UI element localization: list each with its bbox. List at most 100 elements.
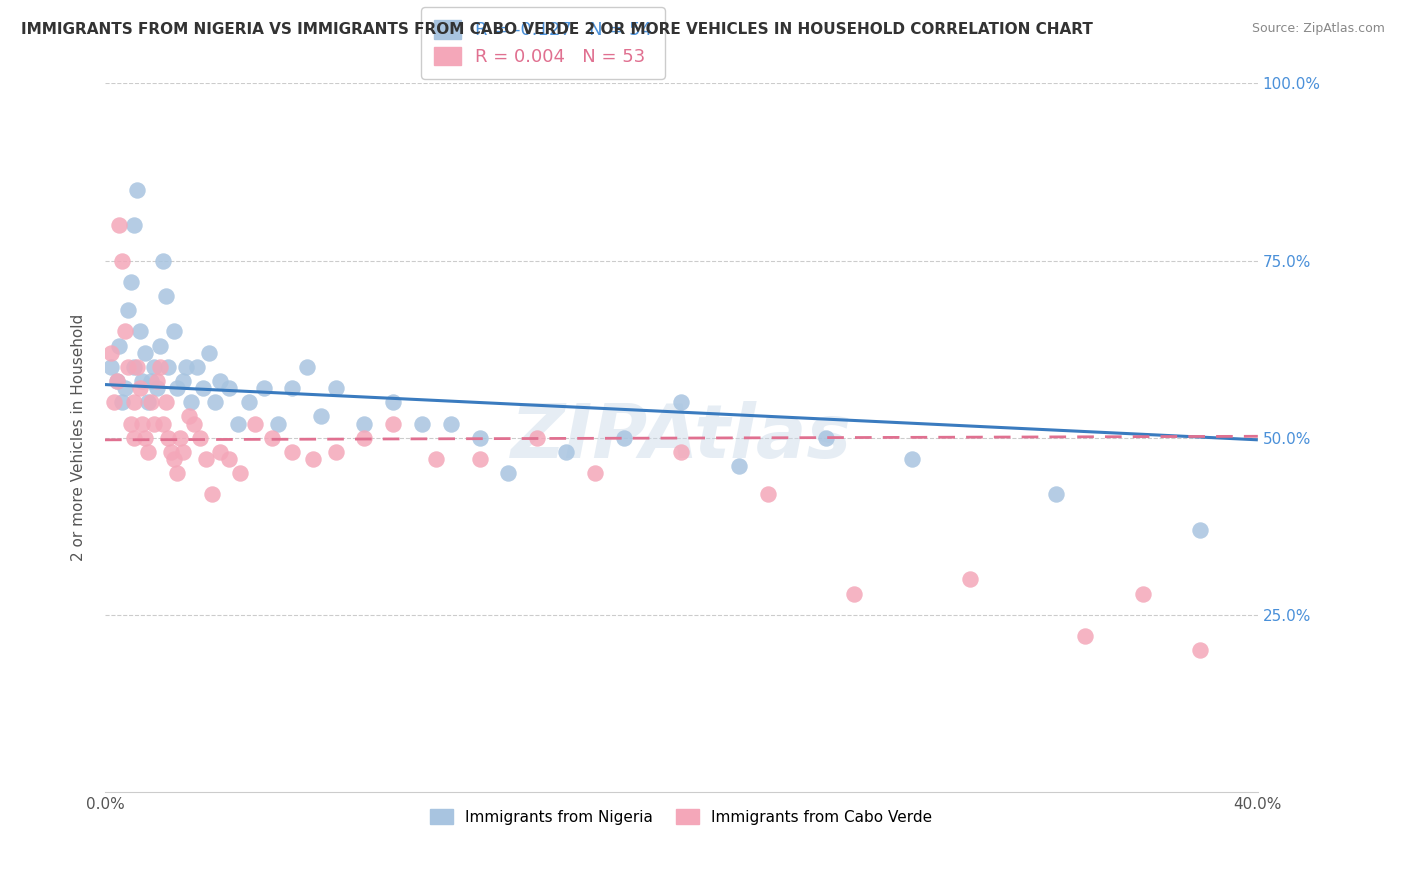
Point bbox=[177, 409, 200, 424]
Point bbox=[191, 381, 214, 395]
Point bbox=[262, 431, 284, 445]
Point bbox=[114, 325, 136, 339]
Point bbox=[267, 417, 290, 431]
Point bbox=[252, 381, 274, 395]
Point bbox=[125, 183, 148, 197]
Point bbox=[201, 487, 224, 501]
Point bbox=[139, 374, 162, 388]
Point bbox=[756, 487, 779, 501]
Point bbox=[174, 359, 197, 374]
Point bbox=[149, 338, 172, 352]
Point bbox=[180, 395, 202, 409]
Point bbox=[238, 395, 260, 409]
Point bbox=[114, 381, 136, 395]
Point bbox=[111, 253, 134, 268]
Point bbox=[468, 431, 491, 445]
Point bbox=[163, 452, 186, 467]
Point bbox=[671, 395, 693, 409]
Legend: Immigrants from Nigeria, Immigrants from Cabo Verde: Immigrants from Nigeria, Immigrants from… bbox=[422, 799, 942, 834]
Point bbox=[186, 359, 208, 374]
Point bbox=[122, 359, 145, 374]
Point bbox=[149, 359, 172, 374]
Point bbox=[152, 417, 174, 431]
Point bbox=[100, 359, 122, 374]
Point bbox=[152, 253, 174, 268]
Point bbox=[146, 381, 169, 395]
Point bbox=[844, 586, 866, 600]
Point bbox=[157, 431, 180, 445]
Point bbox=[172, 374, 194, 388]
Point bbox=[105, 374, 128, 388]
Point bbox=[440, 417, 463, 431]
Point bbox=[157, 359, 180, 374]
Point bbox=[382, 395, 405, 409]
Point bbox=[163, 325, 186, 339]
Point bbox=[1074, 629, 1097, 643]
Point bbox=[136, 445, 159, 459]
Point bbox=[229, 466, 252, 480]
Point bbox=[281, 381, 304, 395]
Point bbox=[160, 445, 183, 459]
Point bbox=[125, 359, 148, 374]
Point bbox=[583, 466, 606, 480]
Point bbox=[194, 452, 217, 467]
Point bbox=[901, 452, 924, 467]
Point bbox=[411, 417, 433, 431]
Point bbox=[136, 395, 159, 409]
Point bbox=[120, 275, 142, 289]
Point bbox=[728, 458, 751, 473]
Point bbox=[555, 445, 578, 459]
Point bbox=[1132, 586, 1154, 600]
Point bbox=[155, 289, 177, 303]
Point bbox=[103, 395, 125, 409]
Point bbox=[218, 381, 240, 395]
Point bbox=[325, 381, 347, 395]
Point bbox=[613, 431, 636, 445]
Point bbox=[122, 431, 145, 445]
Point bbox=[128, 381, 150, 395]
Point bbox=[243, 417, 266, 431]
Point bbox=[353, 417, 375, 431]
Point bbox=[143, 417, 166, 431]
Point bbox=[134, 345, 156, 359]
Point bbox=[131, 374, 153, 388]
Point bbox=[166, 381, 188, 395]
Point bbox=[134, 431, 156, 445]
Point bbox=[309, 409, 332, 424]
Point bbox=[131, 417, 153, 431]
Point bbox=[155, 395, 177, 409]
Point bbox=[382, 417, 405, 431]
Point bbox=[526, 431, 548, 445]
Point bbox=[108, 338, 131, 352]
Point bbox=[1189, 523, 1212, 537]
Point bbox=[959, 573, 981, 587]
Point bbox=[108, 218, 131, 232]
Point bbox=[295, 359, 318, 374]
Y-axis label: 2 or more Vehicles in Household: 2 or more Vehicles in Household bbox=[72, 314, 86, 561]
Point bbox=[1189, 643, 1212, 657]
Point bbox=[128, 325, 150, 339]
Point bbox=[105, 374, 128, 388]
Point bbox=[197, 345, 219, 359]
Point bbox=[166, 466, 188, 480]
Point bbox=[117, 303, 139, 318]
Point bbox=[498, 466, 520, 480]
Point bbox=[117, 359, 139, 374]
Point bbox=[301, 452, 323, 467]
Point bbox=[226, 417, 249, 431]
Point bbox=[209, 445, 232, 459]
Point bbox=[100, 345, 122, 359]
Point bbox=[468, 452, 491, 467]
Point bbox=[143, 359, 166, 374]
Text: Source: ZipAtlas.com: Source: ZipAtlas.com bbox=[1251, 22, 1385, 36]
Point bbox=[111, 395, 134, 409]
Point bbox=[146, 374, 169, 388]
Point bbox=[172, 445, 194, 459]
Point bbox=[183, 417, 205, 431]
Point bbox=[209, 374, 232, 388]
Text: IMMIGRANTS FROM NIGERIA VS IMMIGRANTS FROM CABO VERDE 2 OR MORE VEHICLES IN HOUS: IMMIGRANTS FROM NIGERIA VS IMMIGRANTS FR… bbox=[21, 22, 1092, 37]
Point bbox=[204, 395, 226, 409]
Point bbox=[122, 395, 145, 409]
Point bbox=[120, 417, 142, 431]
Point bbox=[169, 431, 191, 445]
